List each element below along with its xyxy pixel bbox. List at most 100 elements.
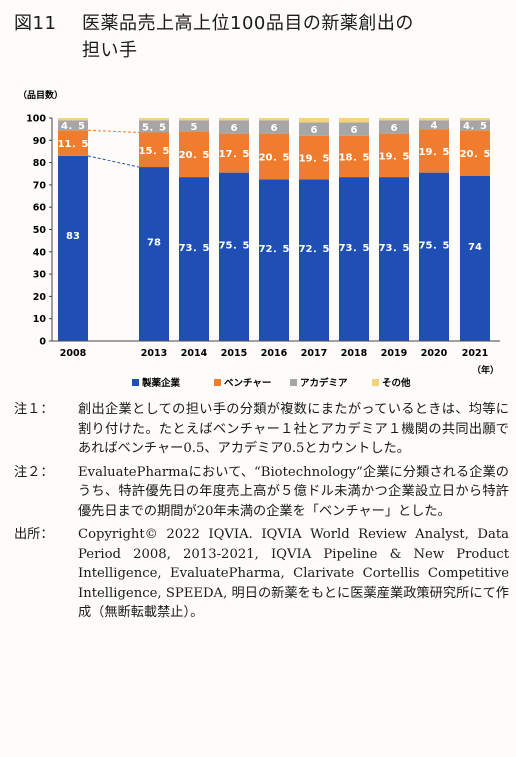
connector-lines [87, 129, 140, 168]
data-label: 75．5 [219, 240, 250, 251]
x-tick-label: 2019 [381, 348, 407, 359]
source-note: 出所： Copyright© 2022 IQVIA. IQVIA World R… [14, 525, 509, 623]
data-label: 15．5 [139, 146, 170, 157]
bar-segment [139, 118, 169, 121]
x-tick-label: 2020 [421, 348, 448, 359]
note-text: Copyright© 2022 IQVIA. IQVIA World Revie… [78, 527, 509, 620]
y-tick-label: 100 [26, 114, 46, 125]
data-label: 83 [66, 231, 80, 242]
bar-segment [379, 177, 409, 341]
y-tick-label: 80 [33, 158, 47, 169]
data-label: 20．5 [460, 149, 491, 160]
bar-segment [139, 132, 169, 168]
bar-segment [419, 172, 449, 341]
note-label: 注２： [14, 464, 54, 480]
data-label: 73．5 [339, 243, 370, 254]
data-label: 78 [147, 237, 161, 248]
bar-segment [460, 130, 490, 176]
y-axis: 0 10 20 30 40 50 60 70 80 90 100 [26, 114, 53, 348]
y-tick-label: 50 [33, 225, 47, 236]
bar-segment [299, 179, 329, 341]
note-text: 創出企業としての担い手の分類が複数にまたがっているときは、均等に割り付けた。たと… [78, 402, 509, 456]
data-label: 5．5 [142, 122, 166, 133]
bar-segment [299, 135, 329, 180]
bar-segment [339, 177, 369, 341]
data-label: 19．5 [299, 154, 330, 165]
bar-segment [419, 118, 449, 121]
data-label: 6 [271, 123, 278, 134]
data-label: 17．5 [219, 149, 250, 160]
x-tick-label: 2015 [221, 348, 247, 359]
y-tick-label: 40 [33, 247, 47, 258]
bar-segment [58, 118, 88, 121]
bar-segment [219, 120, 249, 134]
connector-line [87, 155, 140, 168]
stacked-bar-chart: （品目数） （年） 0 10 20 30 40 50 60 70 80 90 100 83 11．5 4… [18, 89, 500, 389]
x-unit-label: （年） [472, 364, 499, 376]
bar-segment [139, 167, 169, 341]
data-label: 75．5 [419, 240, 450, 251]
bar-segment [259, 120, 289, 134]
bar-segment [259, 179, 289, 341]
bar-segment [259, 118, 289, 121]
y-tick-label: 20 [33, 292, 47, 303]
legend: 製薬企業 ベンチャー アカデミア その他 [132, 377, 411, 389]
data-label: 20．5 [179, 150, 210, 161]
data-label: 5 [191, 122, 198, 133]
notes: 注１： 創出企業としての担い手の分類が複数にまたがっているときは、均等に割り付け… [14, 400, 509, 627]
data-label: 72．5 [259, 244, 290, 255]
figure-title: 図11 医薬品売上高上位100品目の新薬創出の 担い手 [14, 10, 504, 64]
y-tick-label: 90 [33, 136, 47, 147]
x-tick-label: 2017 [301, 348, 327, 359]
x-tick-label: 2008 [60, 348, 87, 359]
bar-segment [259, 133, 289, 180]
data-label: 6 [351, 125, 358, 136]
bar-segment [339, 135, 369, 178]
bar-segment [460, 175, 490, 341]
bar-segment [179, 131, 209, 178]
bar-segment [379, 120, 409, 134]
data-label: 4．5 [61, 121, 85, 132]
x-tick-label: 2013 [141, 348, 167, 359]
bar-segment [219, 172, 249, 341]
bar-segment [299, 122, 329, 136]
data-label: 4 [431, 121, 438, 132]
data-label: 11．5 [58, 139, 89, 150]
data-label: 6 [311, 125, 318, 136]
bar-segment [219, 133, 249, 173]
bar-segment [58, 120, 88, 131]
legend-swatch [290, 379, 297, 386]
note-2: 注２： EvaluatePharmaにおいて、“Biotechnology”企業… [14, 463, 509, 522]
legend-swatch [372, 379, 379, 386]
bar-segment [299, 118, 329, 123]
bar-segment [219, 118, 249, 121]
y-tick-label: 60 [33, 203, 47, 214]
bar-segment [460, 120, 490, 131]
bar-segment [179, 120, 209, 132]
bar-segment [339, 118, 369, 123]
legend-label: アカデミア [300, 377, 348, 389]
note-1: 注１： 創出企業としての担い手の分類が複数にまたがっているときは、均等に割り付け… [14, 400, 509, 459]
note-label: 注１： [14, 402, 54, 417]
legend-label: 製薬企業 [141, 377, 181, 389]
legend-label: その他 [382, 377, 411, 389]
x-tick-label: 2021 [462, 348, 488, 359]
bar-segment [460, 118, 490, 121]
data-label: 6 [231, 123, 238, 134]
y-unit-label: （品目数） [18, 89, 63, 101]
x-tick-label: 2016 [261, 348, 288, 359]
legend-swatch [132, 379, 139, 386]
figure-title-line2: 担い手 [82, 40, 138, 61]
x-tick-label: 2018 [341, 348, 368, 359]
data-label: 73．5 [179, 243, 210, 254]
data-label: 18．5 [339, 152, 370, 163]
data-label: 4．5 [463, 121, 487, 132]
bar-segment [58, 130, 88, 156]
data-label: 19．5 [419, 147, 450, 158]
y-tick-label: 30 [33, 270, 47, 281]
bar-segment [419, 129, 449, 173]
y-tick-label: 0 [39, 337, 46, 348]
bar-segment [179, 177, 209, 341]
bar-segment [379, 118, 409, 121]
x-axis: 2008 2013 2014 2015 2016 2017 2018 2019 2020 2021 [52, 340, 500, 359]
